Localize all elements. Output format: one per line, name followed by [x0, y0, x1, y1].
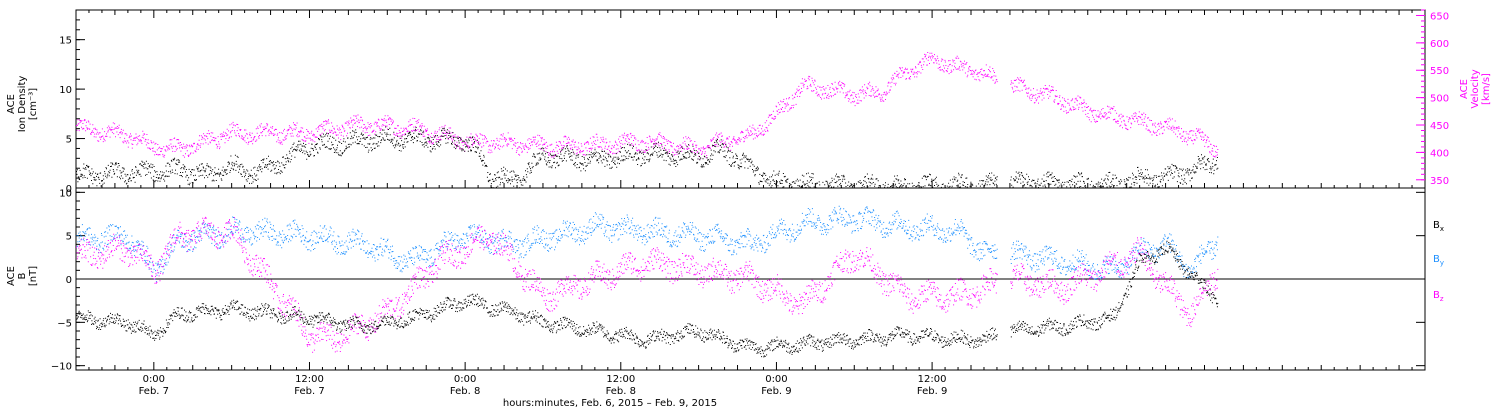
velocity-axis-tick-label: 500 [1430, 94, 1449, 105]
x-tick-label-date: Feb. 8 [606, 386, 636, 397]
velocity-axis-title-line: [km/s] [1481, 73, 1492, 105]
field-axis-tick-label: 10 [59, 188, 72, 199]
field-axis-tick-label: −10 [51, 362, 72, 373]
field-axis-title: ACE B [nT] [6, 266, 39, 286]
legend-bx: Bx [1433, 220, 1444, 233]
x-tick-label-date: Feb. 7 [139, 386, 169, 397]
velocity-axis-tick-label: 650 [1430, 11, 1449, 22]
x-axis-title: hours:minutes, Feb. 6, 2015 – Feb. 9, 20… [503, 398, 717, 409]
x-tick-label-date: Feb. 9 [761, 386, 791, 397]
bz-series [76, 216, 1219, 353]
density-axis-tick-label: 0 [66, 184, 72, 195]
x-tick-label-date: Feb. 7 [294, 386, 324, 397]
x-tick-label-time: 12:00 [918, 374, 947, 385]
field-axis-title-line: [nT] [28, 266, 39, 286]
velocity-axis-tick-label: 350 [1430, 176, 1449, 187]
legend-by: By [1433, 254, 1444, 267]
density-axis-title-line: ACE [6, 94, 17, 114]
bz-series-dots [76, 216, 1219, 353]
velocity-axis-tick-label: 600 [1430, 39, 1449, 50]
bottom-panel: −10 −5 0 5 10 ACE B [nT] Bx By Bz [6, 187, 1444, 373]
density-axis-title-line: Ion Density [17, 76, 28, 133]
velocity-axis-tick-label: 400 [1430, 148, 1449, 159]
x-tick-label-time: 0:00 [143, 374, 165, 385]
velocity-series-dots [76, 52, 1219, 160]
density-axis-title: ACE Ion Density [cm⁻³] [6, 76, 39, 133]
density-axis-tick-label: 5 [66, 135, 72, 146]
velocity-axis-tick-label: 550 [1430, 66, 1449, 77]
field-axis-tick-label: 0 [66, 275, 72, 286]
velocity-axis-title-line: Velocity [1470, 69, 1481, 108]
field-axis-tick-label: 5 [66, 232, 72, 243]
density-series [76, 126, 1219, 189]
density-axis-title-line: [cm⁻³] [28, 88, 39, 120]
x-tick-label-time: 12:00 [606, 374, 635, 385]
field-axis-title-line: B [17, 272, 28, 279]
velocity-axis-tick-label: 450 [1430, 121, 1449, 132]
x-tick-label-time: 12:00 [295, 374, 324, 385]
density-series-dots [76, 126, 1219, 189]
x-tick-label-date: Feb. 9 [917, 386, 947, 397]
field-axis-title-line: ACE [6, 266, 17, 286]
bx-series-dots [76, 240, 1219, 358]
velocity-axis-title: ACE Velocity [km/s] [1459, 69, 1492, 108]
density-axis-tick-label: 10 [59, 85, 72, 96]
bx-series [76, 240, 1219, 358]
x-tick-label-time: 0:00 [454, 374, 476, 385]
x-tick-label-time: 0:00 [765, 374, 787, 385]
x-tick-label-date: Feb. 8 [450, 386, 480, 397]
velocity-axis-title-line: ACE [1459, 79, 1470, 99]
velocity-series [76, 52, 1219, 160]
density-axis-tick-label: 15 [59, 36, 72, 47]
field-axis-tick-label: −5 [57, 318, 72, 329]
legend-bz: Bz [1433, 290, 1444, 303]
